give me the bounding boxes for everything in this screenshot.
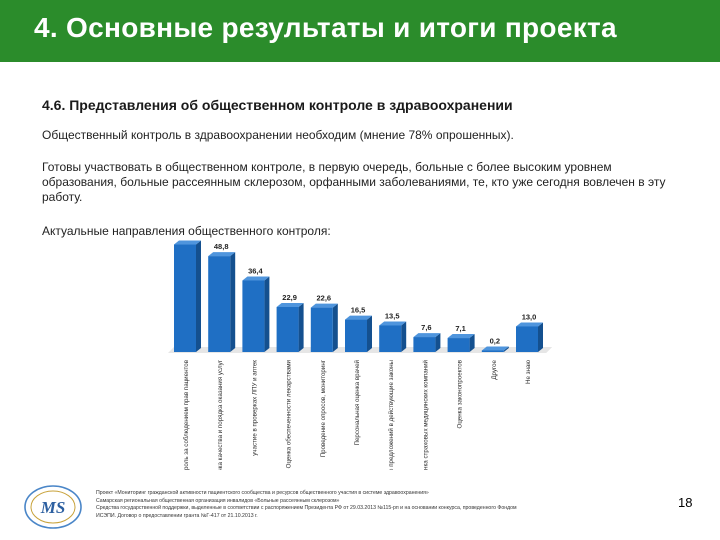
category-label: Не знаю	[525, 360, 532, 384]
bar-top	[208, 252, 236, 257]
bar-top	[242, 276, 270, 281]
bar-top	[174, 240, 201, 245]
bar	[379, 325, 402, 352]
category-label: Проведение опросов, мониторинг	[320, 359, 327, 457]
bar-top	[345, 315, 372, 320]
value-label: 13,0	[522, 312, 537, 321]
category-label: Внесение предложений в действующие закон…	[388, 359, 395, 470]
value-label: 16,5	[351, 306, 366, 315]
slide-title: 4. Основные результаты и итоги проекта	[34, 12, 617, 43]
organization-logo: MS	[24, 485, 82, 529]
category-label: участие в проверках ЛПУ и аптек	[251, 360, 258, 456]
paragraph-directions: Актуальные направления общественного кон…	[42, 224, 331, 238]
category-label: Оценка страховых медицинских компаний	[422, 359, 429, 470]
footer-line: Самарская региональная общественная орга…	[96, 497, 340, 504]
bar-side	[367, 315, 372, 352]
bar-side	[503, 346, 509, 352]
bar-side	[298, 303, 304, 352]
bar-top	[447, 334, 475, 339]
footer-line: ИСЭПИ. Договор о предоставлении гранта №…	[96, 512, 258, 519]
bar	[345, 319, 367, 352]
bar-side	[230, 252, 236, 352]
value-label: 22,6	[316, 294, 331, 303]
bar	[310, 307, 333, 352]
paragraph-need: Общественный контроль в здравоохранении …	[42, 128, 514, 142]
category-label: Оценка законопроектов	[457, 359, 464, 428]
value-label: 48,8	[214, 242, 229, 251]
bar	[413, 337, 436, 352]
bar-side	[435, 333, 441, 352]
logo-text: MS	[40, 498, 66, 517]
value-label: 7,6	[421, 323, 431, 332]
title-banner: 4. Основные результаты и итоги проекта	[0, 0, 720, 62]
bar-top	[516, 322, 543, 327]
page-number: 18	[678, 495, 693, 510]
bar-top	[481, 346, 509, 351]
bar	[242, 280, 265, 352]
bar	[174, 244, 196, 352]
value-label: 36,4	[248, 266, 263, 275]
bar-side	[401, 321, 407, 352]
value-label: 7,1	[455, 324, 465, 333]
bar-top	[379, 321, 407, 326]
bar-side	[196, 240, 201, 352]
category-label: Оценка обеспеченности лекарствами	[286, 359, 293, 468]
bar-top	[310, 303, 338, 308]
bar-top	[276, 303, 304, 308]
bar	[516, 326, 538, 352]
category-label: Персональная оценка врачей	[354, 359, 361, 445]
bar-side	[538, 322, 543, 352]
footer-credits: Проект «Мониторинг гражданской активност…	[96, 490, 636, 520]
category-label: Оценка качества и порядка оказания услуг	[217, 359, 224, 470]
section-title: 4.6. Представления об общественном контр…	[42, 97, 513, 113]
bar-top	[413, 333, 441, 338]
value-label: 22,9	[282, 293, 297, 302]
bar-chart: 54,7Контроль за соблюдением прав пациент…	[168, 240, 553, 470]
bar	[208, 256, 231, 352]
paragraph-readiness: Готовы участвовать в общественном контро…	[42, 160, 666, 204]
bar-side	[264, 276, 270, 352]
category-label: Другое	[491, 359, 498, 379]
bar	[481, 350, 504, 352]
bar-side	[332, 303, 338, 352]
value-label: 13,5	[385, 311, 400, 320]
footer-line: Проект «Мониторинг гражданской активност…	[96, 490, 429, 496]
bar	[276, 307, 299, 352]
footer-line: Средства государственной поддержки, выде…	[96, 505, 517, 512]
category-label: Контроль за соблюдением прав пациентов	[183, 359, 190, 470]
bar	[447, 338, 470, 352]
bar-side	[469, 334, 475, 352]
value-label: 0,2	[490, 337, 500, 346]
